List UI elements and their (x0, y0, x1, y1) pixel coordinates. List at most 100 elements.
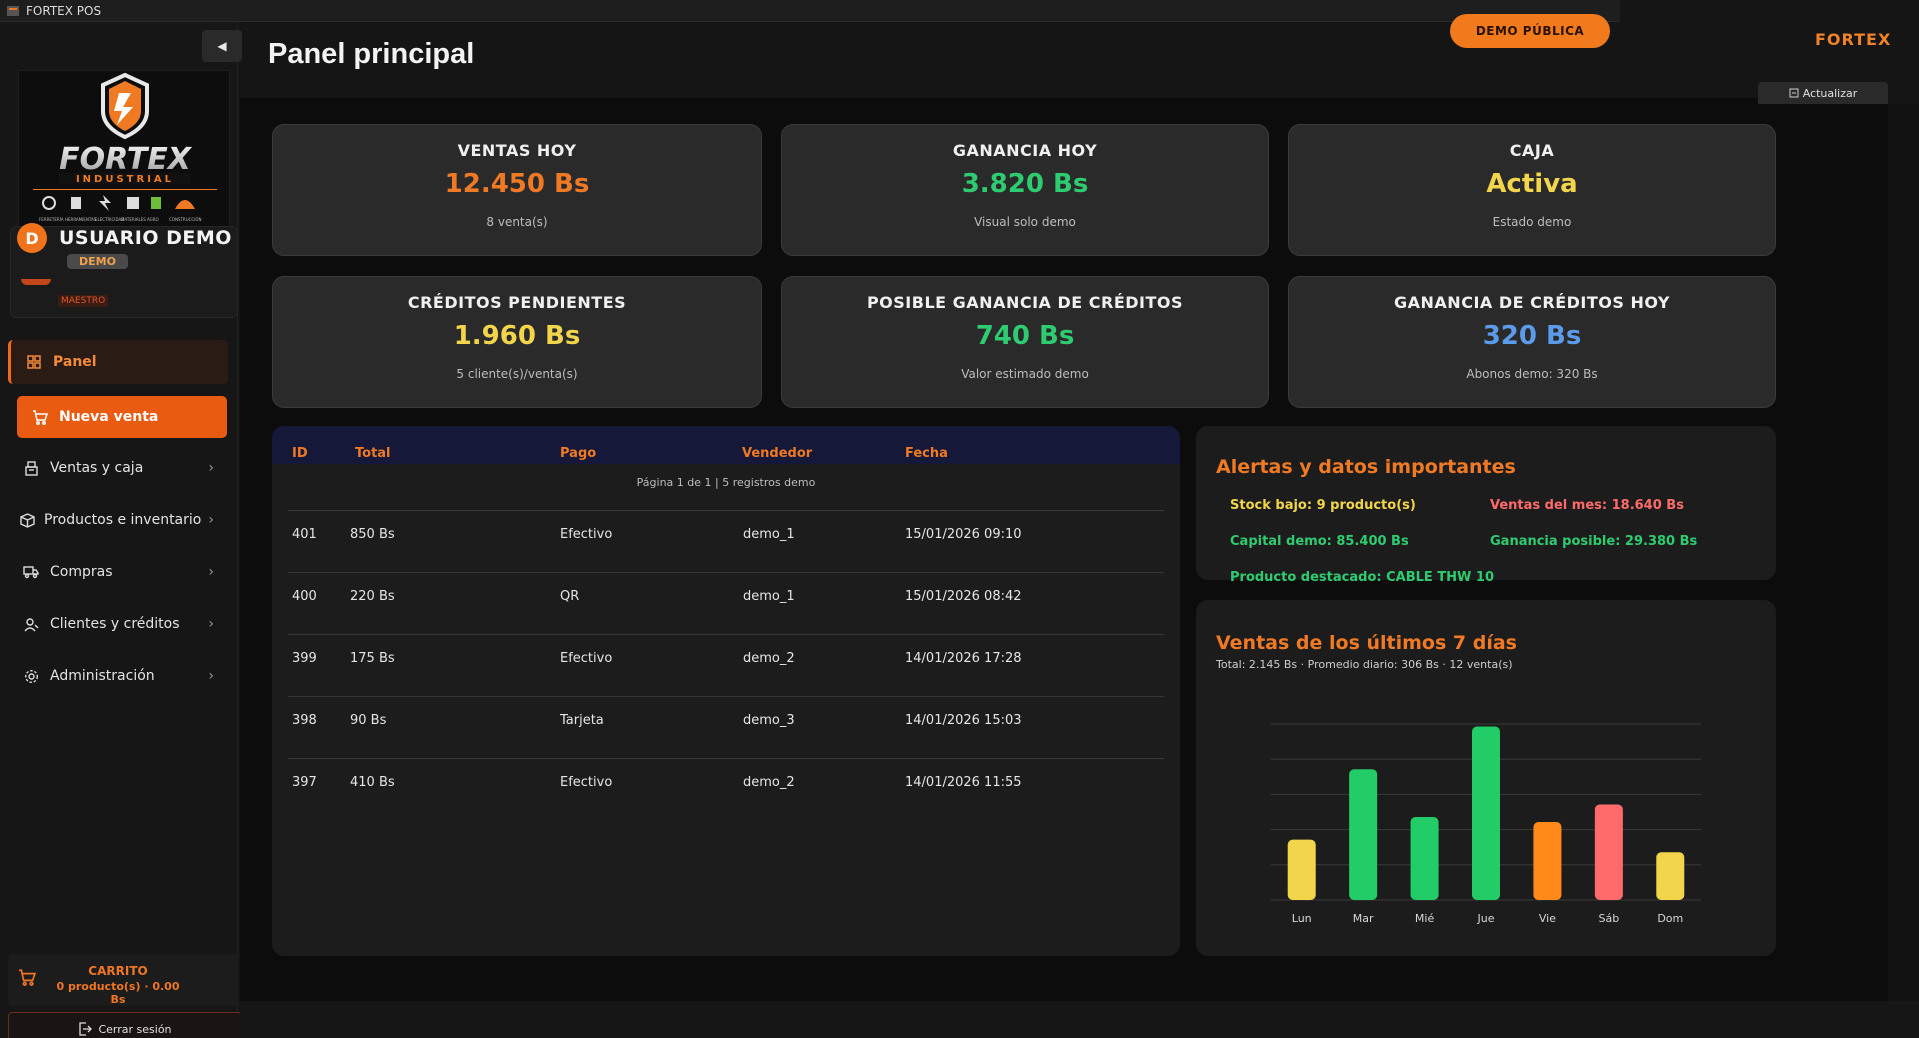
table-row[interactable]: 401 850 Bs Efectivo demo_1 15/01/2026 09… (288, 510, 1164, 572)
cell-total: 410 Bs (350, 775, 395, 790)
table-row[interactable]: 397 410 Bs Efectivo demo_2 14/01/2026 11… (288, 758, 1164, 820)
stat-value: 740 Bs (975, 321, 1075, 351)
chart-title: Ventas de los últimos 7 días (1216, 632, 1517, 654)
alert-ganancia-posible: Ganancia posible: 29.380 Bs (1490, 534, 1698, 549)
sidebar-item-administracion[interactable]: Administración › (8, 654, 228, 698)
column-header[interactable]: Pago (560, 446, 597, 461)
user-name: USUARIO DEMO (59, 227, 232, 249)
brand-name: FORTEX (1815, 30, 1892, 49)
sidebar-item-clientes[interactable]: Clientes y créditos › (8, 602, 228, 646)
cell-pago: Efectivo (560, 651, 613, 666)
cell-vendedor: demo_1 (743, 589, 795, 604)
alerts-title: Alertas y datos importantes (1216, 456, 1516, 478)
sidebar-item-compras[interactable]: Compras › (8, 550, 228, 594)
svg-text:ELECTRICIDAD: ELECTRICIDAD (95, 217, 124, 222)
stat-label: CAJA (1509, 141, 1555, 160)
stat-value: 3.820 Bs (961, 169, 1089, 199)
stat-label: VENTAS HOY (457, 141, 577, 160)
grid-icon (23, 355, 45, 369)
role-badge: MAESTRO (58, 295, 109, 307)
cart-icon (18, 968, 37, 990)
table-row[interactable]: 399 175 Bs Efectivo demo_2 14/01/2026 17… (288, 634, 1164, 696)
cell-vendedor: demo_2 (743, 651, 795, 666)
svg-text:MATERIALES: MATERIALES (121, 217, 146, 222)
window-titlebar: FORTEX POS (0, 0, 1620, 22)
truck-icon (20, 565, 42, 579)
x-tick-label: Mar (1353, 912, 1374, 925)
logout-button[interactable]: Cerrar sesión (8, 1012, 242, 1038)
column-header[interactable]: Total (355, 446, 391, 461)
demo-publica-badge: DEMO PÚBLICA (1450, 14, 1610, 48)
refresh-label: Actualizar (1802, 86, 1858, 100)
bar-chart: Lun Mar Mié Jue Vie Sáb Dom (1271, 723, 1701, 925)
sidebar-item-panel[interactable]: Panel (8, 340, 228, 384)
alert-stock-bajo: Stock bajo: 9 producto(s) (1230, 498, 1416, 513)
x-tick-label: Sáb (1598, 912, 1619, 925)
cell-pago: QR (560, 589, 580, 604)
x-tick-label: Jue (1477, 912, 1495, 925)
cart-summary[interactable]: CARRITO 0 producto(s) · 0.00 Bs (8, 954, 238, 1006)
cell-total: 850 Bs (350, 527, 395, 542)
stat-subtext: Estado demo (1492, 215, 1572, 229)
cell-vendedor: demo_2 (743, 775, 795, 790)
cell-pago: Tarjeta (560, 713, 604, 728)
table-header: ID Total Pago Vendedor Fecha (272, 426, 1180, 464)
user-card: D USUARIO DEMO DEMO MAESTRO (10, 223, 238, 318)
svg-text:AGRO: AGRO (147, 217, 159, 222)
stat-label: CRÉDITOS PENDIENTES (407, 293, 627, 312)
bar-Lun[interactable] (1287, 839, 1316, 900)
bar-Mar[interactable] (1349, 769, 1378, 900)
svg-text:FERRETERÍA: FERRETERÍA (39, 217, 64, 222)
sidebar-item-label: Nueva venta (59, 409, 159, 425)
chevron-right-icon: › (208, 616, 214, 632)
refresh-button[interactable]: Actualizar (1758, 82, 1888, 104)
bottom-bar (240, 1001, 1919, 1038)
new-sale-button[interactable]: Nueva venta (17, 396, 227, 438)
cell-id: 399 (292, 651, 317, 666)
pagination-info: Página 1 de 1 | 5 registros demo (636, 476, 816, 489)
stat-label: POSIBLE GANANCIA DE CRÉDITOS (866, 293, 1184, 312)
bar-Mié[interactable] (1410, 817, 1439, 900)
column-header[interactable]: Fecha (905, 446, 948, 461)
demo-badge: DEMO (67, 254, 128, 269)
table-row[interactable]: 400 220 Bs QR demo_1 15/01/2026 08:42 (288, 572, 1164, 634)
x-tick-label: Mié (1415, 912, 1435, 925)
bar-Jue[interactable] (1472, 726, 1500, 900)
stat-label: GANANCIA DE CRÉDITOS HOY (1394, 293, 1670, 312)
stat-value: 1.960 Bs (453, 321, 581, 351)
x-tick-label: Lun (1292, 912, 1312, 925)
column-header[interactable]: Vendedor (742, 446, 813, 461)
cell-fecha: 15/01/2026 08:42 (905, 589, 1022, 604)
column-header[interactable]: ID (292, 446, 308, 461)
cell-total: 175 Bs (350, 651, 395, 666)
stat-subtext: 8 venta(s) (486, 215, 548, 229)
svg-text:HERRAMIENTAS: HERRAMIENTAS (65, 217, 97, 222)
avatar-accent (21, 279, 51, 285)
cell-fecha: 14/01/2026 17:28 (905, 651, 1022, 666)
stat-subtext: Abonos demo: 320 Bs (1466, 367, 1598, 381)
stat-label: GANANCIA HOY (952, 141, 1098, 160)
sidebar-item-label: Productos e inventario (44, 512, 202, 528)
svg-text:CONSTRUCCIÓN: CONSTRUCCIÓN (169, 217, 202, 222)
table-row[interactable]: 398 90 Bs Tarjeta demo_3 14/01/2026 15:0… (288, 696, 1164, 758)
cell-fecha: 14/01/2026 11:55 (905, 775, 1022, 790)
alert-producto-destacado: Producto destacado: CABLE THW 10 (1230, 570, 1494, 585)
window-title: FORTEX POS (26, 3, 102, 18)
cart-title: CARRITO (88, 964, 148, 978)
sidebar-item-label: Clientes y créditos (50, 616, 180, 632)
stat-value: 320 Bs (1482, 321, 1582, 351)
sidebar-item-ventas-caja[interactable]: Ventas y caja › (8, 446, 228, 490)
svg-text:FORTEX: FORTEX (59, 142, 193, 177)
bar-Vie[interactable] (1533, 822, 1562, 900)
bar-Sáb[interactable] (1594, 804, 1623, 900)
alert-capital: Capital demo: 85.400 Bs (1230, 534, 1409, 549)
sidebar-item-productos[interactable]: Productos e inventario › (8, 498, 228, 542)
collapse-sidebar-button[interactable]: ◀ (202, 30, 242, 62)
bar-Dom[interactable] (1656, 852, 1685, 900)
stat-subtext: Valor estimado demo (961, 367, 1089, 381)
cell-fecha: 15/01/2026 09:10 (905, 527, 1022, 542)
fortex-logo: FORTEX INDUSTRIAL FERRETERÍA HERRAMIENTAS… (18, 70, 230, 230)
cell-vendedor: demo_3 (743, 713, 795, 728)
register-icon (20, 460, 42, 476)
page-title: Panel principal (268, 38, 475, 70)
